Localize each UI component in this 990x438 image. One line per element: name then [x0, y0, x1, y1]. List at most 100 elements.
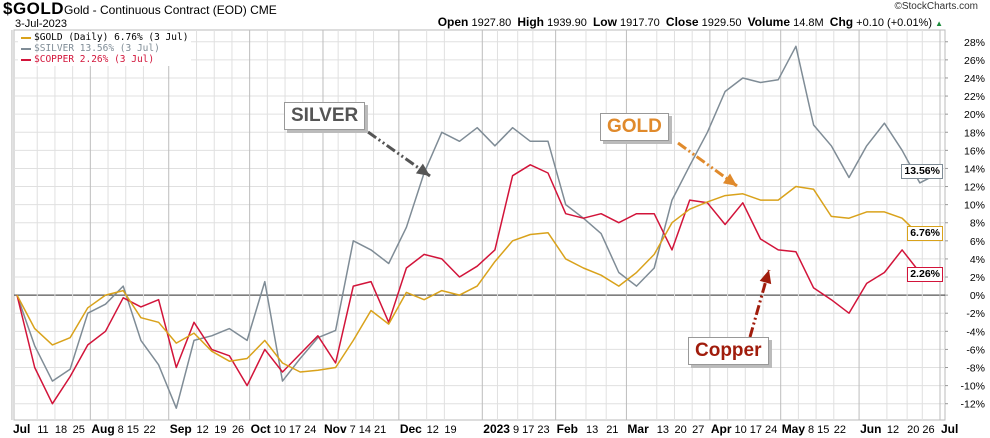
x-tick-label: 11 [37, 424, 48, 436]
x-tick-label: 24 [304, 424, 316, 436]
x-tick-label: Mar [627, 422, 649, 436]
x-tick-label: 27 [692, 424, 704, 436]
x-tick-label: 17 [522, 424, 534, 436]
series-line-copper [16, 164, 941, 405]
ohlc-bar: Open 1927.80 High 1939.90 Low 1917.70 Cl… [438, 15, 943, 31]
x-tick-label: 10 [735, 424, 747, 436]
y-tick-label: 18% [964, 127, 985, 139]
x-tick-label: Sep [170, 422, 192, 436]
series-line-golddaily [16, 185, 941, 373]
x-tick-label: 21 [374, 424, 386, 436]
y-tick-label: -6% [966, 344, 985, 356]
x-tick-label: Apr [711, 422, 732, 436]
y-tick-label: -12% [960, 399, 985, 411]
x-tick-label: 15 [817, 424, 829, 436]
x-tick-label: 7 [350, 424, 356, 436]
x-tick-label: Jun [860, 422, 881, 436]
volume-label: Volume [747, 15, 791, 29]
x-tick-label: Jul [13, 422, 30, 436]
x-tick-label: 22 [143, 424, 155, 436]
y-tick-label: 2% [970, 272, 985, 284]
chg-label: Chg [829, 15, 854, 29]
high-value: 1939.90 [547, 17, 587, 29]
x-tick-label: Jul [941, 422, 958, 436]
x-tick-label: 12 [197, 424, 209, 436]
legend-label: $GOLD (Daily) 6.76% (3 Jul) [34, 32, 189, 43]
gold-arrowhead-icon [722, 173, 737, 186]
x-tick-label: 13 [586, 424, 598, 436]
y-tick-label: 16% [964, 145, 985, 157]
x-tick-label: 13 [657, 424, 669, 436]
volume-value: 14.8M [793, 17, 824, 29]
y-tick-label: -10% [960, 381, 985, 393]
y-tick-label: 8% [970, 218, 985, 230]
annotation-copper: Copper [688, 337, 769, 365]
x-tick-label: 17 [750, 424, 762, 436]
y-tick-label: -2% [966, 308, 985, 320]
x-tick-label: 26 [232, 424, 244, 436]
x-tick-label: 17 [289, 424, 301, 436]
low-label: Low [592, 15, 617, 29]
x-tick-label: Aug [91, 422, 114, 436]
x-tick-label: 8 [808, 424, 814, 436]
y-tick-label: 26% [964, 55, 985, 67]
last-value-label: 2.26% [907, 266, 943, 282]
y-tick-label: 10% [964, 200, 985, 212]
x-tick-label: Dec [400, 422, 422, 436]
y-tick-label: -4% [966, 326, 985, 338]
x-tick-label: 12 [427, 424, 439, 436]
x-tick-label: 19 [214, 424, 226, 436]
symbol-description: Gold - Continuous Contract (EOD) CME [64, 3, 277, 17]
legend: $GOLD (Daily) 6.76% (3 Jul) $SILVER 13.5… [18, 31, 192, 66]
legend-swatch [21, 36, 31, 39]
legend-item-copper: $COPPER 2.26% (3 Jul) [21, 54, 188, 65]
legend-swatch [21, 47, 31, 50]
x-tick-label: Feb [557, 422, 578, 436]
last-value-label: 13.56% [901, 164, 943, 180]
y-tick-label: -8% [966, 363, 985, 375]
x-tick-label: 19 [444, 424, 456, 436]
x-tick-label: 24 [765, 424, 777, 436]
y-tick-label: 4% [970, 254, 985, 266]
high-label: High [517, 15, 545, 29]
x-tick-label: 18 [55, 424, 67, 436]
x-tick-label: 26 [922, 424, 934, 436]
close-value: 1929.50 [701, 17, 742, 29]
legend-label: $COPPER 2.26% (3 Jul) [34, 54, 155, 65]
stockcharts-credit: ©StockCharts.com [894, 1, 978, 12]
copper-arrowhead-icon [759, 270, 772, 285]
x-tick-label: 10 [274, 424, 286, 436]
legend-item-gold: $GOLD (Daily) 6.76% (3 Jul) [21, 32, 188, 43]
y-tick-label: 14% [964, 163, 985, 175]
y-tick-label: 20% [964, 109, 985, 121]
x-tick-label: 8 [118, 424, 124, 436]
x-tick-label: 20 [907, 424, 919, 436]
last-value-label: 6.76% [907, 225, 943, 241]
close-label: Close [665, 15, 699, 29]
y-tick-label: 6% [970, 236, 985, 248]
x-tick-label: 15 [127, 424, 139, 436]
x-tick-label: 23 [537, 424, 549, 436]
annotation-gold: GOLD [600, 113, 669, 141]
x-tick-label: 20 [674, 424, 686, 436]
legend-item-silver: $SILVER 13.56% (3 Jul) [21, 43, 188, 54]
x-tick-label: 12 [887, 424, 899, 436]
legend-label: $SILVER 13.56% (3 Jul) [34, 43, 160, 54]
low-value: 1917.70 [620, 17, 660, 29]
chart-date: 3-Jul-2023 [15, 18, 67, 30]
x-tick-label: 14 [359, 424, 371, 436]
y-tick-label: 12% [964, 182, 985, 194]
chg-value: +0.10 (+0.01%) [856, 17, 933, 29]
series-line-silver [16, 45, 941, 409]
silver-arrowhead-icon [415, 163, 430, 176]
y-tick-label: 0% [970, 290, 985, 302]
symbol-title: $GOLD [3, 0, 65, 18]
x-tick-label: 25 [73, 424, 85, 436]
x-tick-label: 2023 [483, 422, 510, 436]
y-tick-label: 28% [964, 37, 985, 49]
x-tick-label: May [782, 422, 806, 436]
triangle-up-icon: ▲ [935, 19, 943, 28]
y-tick-label: 24% [964, 73, 985, 85]
x-tick-label: Oct [251, 422, 271, 436]
